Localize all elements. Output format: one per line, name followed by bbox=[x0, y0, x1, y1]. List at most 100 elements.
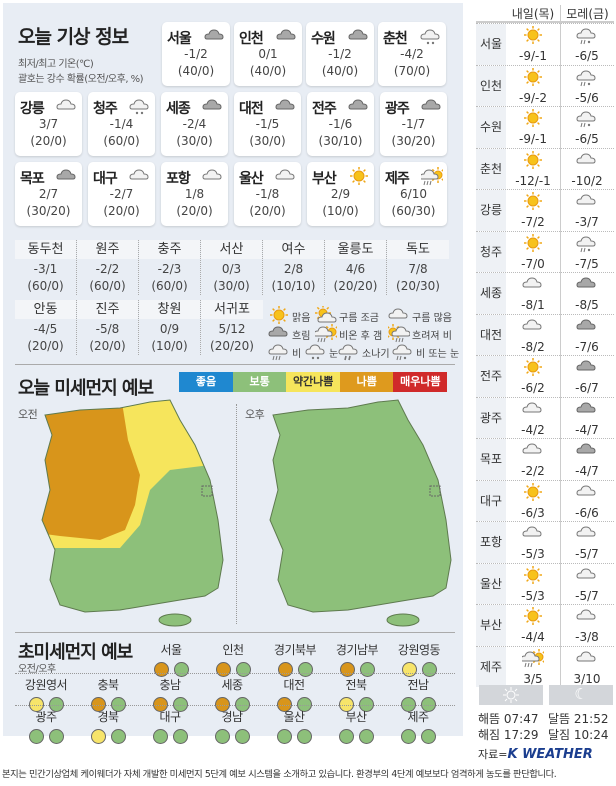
tomorrow-temp: -9/-2 bbox=[519, 90, 547, 105]
city-name: 세종 bbox=[476, 273, 506, 314]
tomorrow-temp: -9/-1 bbox=[519, 132, 547, 146]
pm-level-dot bbox=[172, 729, 188, 744]
rain-or-snow-icon bbox=[576, 111, 596, 128]
city-card: 서울 -1/2 (40/0) bbox=[162, 22, 230, 86]
legend-item: 비 bbox=[268, 342, 301, 362]
snow-icon bbox=[305, 344, 325, 360]
cloudy-icon bbox=[522, 443, 542, 454]
city-temp: 2/9 bbox=[330, 187, 351, 201]
sunny-icon bbox=[270, 306, 288, 324]
cloudy-icon bbox=[576, 609, 596, 620]
forecast-row: 대구 -6/3 -6/6 bbox=[476, 479, 614, 521]
city-temp: 0/9 bbox=[159, 322, 180, 336]
tomorrow-temp: -9/-1 bbox=[519, 49, 547, 63]
cloudy-icon bbox=[576, 567, 596, 578]
legend-label: 구름 많음 bbox=[412, 312, 452, 324]
dust-maps bbox=[41, 399, 452, 627]
am-dust-map bbox=[41, 399, 224, 627]
divider bbox=[15, 364, 455, 365]
am-level-dot bbox=[90, 729, 106, 744]
tomorrow-temp: -12/-1 bbox=[515, 173, 551, 188]
tomorrow-temp: -7/0 bbox=[521, 256, 545, 271]
city-pop: (30/0) bbox=[176, 134, 213, 148]
city-name: 전주 bbox=[476, 356, 506, 397]
cloudy-icon bbox=[576, 526, 596, 537]
kweather-logo: K WEATHER bbox=[507, 746, 593, 762]
pm-level-dot bbox=[172, 697, 188, 712]
dayafter-temp: -6/5 bbox=[575, 132, 599, 146]
city-card: 대전 -1/5 (30/0) bbox=[234, 92, 301, 156]
small-city: 진주 -5/8 (20/0) bbox=[77, 300, 139, 355]
dayafter-temp: -5/7 bbox=[575, 588, 599, 603]
cloudy-icon bbox=[522, 277, 542, 288]
cloudy-icon bbox=[129, 169, 149, 180]
city-temp: -2/7 bbox=[109, 187, 134, 201]
ultrafine-region: 광주 bbox=[15, 708, 77, 744]
forecast-row: 세종 -8/1 -8/5 bbox=[476, 272, 614, 314]
tomorrow-temp: -6/2 bbox=[521, 381, 545, 395]
city-temp: 7/8 bbox=[408, 262, 428, 276]
region-name: 대구 bbox=[159, 710, 181, 724]
city-card: 전주 -1/6 (30/10) bbox=[307, 92, 374, 156]
dokdo-box bbox=[201, 485, 213, 497]
city-temp: 0/1 bbox=[258, 47, 278, 61]
snow-icon bbox=[420, 29, 440, 45]
city-temp: -2/4 bbox=[182, 117, 207, 131]
dust-level-0: 좋음 bbox=[179, 372, 233, 392]
overcast-icon bbox=[276, 29, 296, 40]
forecast-row: 인천 -9/-2 -5/6 bbox=[476, 64, 614, 106]
rain-or-snow-icon bbox=[576, 28, 596, 45]
pm-level-dot bbox=[358, 729, 374, 744]
pop-note: 괄호는 강수 확률(오전/오후, %) bbox=[18, 74, 144, 85]
forecast-row: 강릉 -7/2 -3/7 bbox=[476, 189, 614, 231]
am-level-dot bbox=[153, 662, 169, 677]
city-name: 제주 bbox=[476, 646, 506, 687]
sunny-icon bbox=[524, 67, 542, 86]
sunny-icon bbox=[524, 26, 542, 44]
cloudy-icon bbox=[388, 308, 408, 319]
forecast-row: 목포 -2/2 -4/7 bbox=[476, 438, 614, 480]
city-temp: -3/1 bbox=[33, 262, 58, 276]
pm-level-dot bbox=[358, 697, 374, 712]
forecast-row: 서울 -9/-1 -6/5 bbox=[476, 23, 614, 65]
pm-level-dot bbox=[110, 697, 126, 712]
sunny-icon bbox=[524, 192, 542, 210]
forecast-row: 전주 -6/2 -6/7 bbox=[476, 355, 614, 397]
tomorrow-header: 내일(목) bbox=[511, 7, 555, 21]
city-temp: 1/8 bbox=[184, 187, 205, 201]
city-name: 광주 bbox=[385, 101, 410, 117]
am-level-dot bbox=[152, 729, 168, 744]
city-pop: (30/20) bbox=[26, 204, 71, 218]
dayafter-temp: -6/7 bbox=[575, 381, 599, 395]
legend-label: 맑음 bbox=[292, 312, 311, 324]
city-pop: (10/0) bbox=[151, 339, 188, 353]
city-temp: 0/3 bbox=[221, 262, 242, 276]
city-pop: (20/30) bbox=[396, 279, 440, 293]
ultrafine-region: 충남 bbox=[139, 676, 201, 712]
sunny-icon bbox=[524, 109, 542, 127]
region-name: 경남 bbox=[221, 710, 243, 724]
overcast-icon bbox=[202, 99, 222, 110]
am-level-dot bbox=[339, 662, 355, 677]
ultrafine-region: 경남 bbox=[201, 708, 263, 744]
ultrafine-region: 제주 bbox=[387, 708, 449, 744]
region-name: 강원영서 bbox=[24, 678, 68, 692]
city-name: 독도 bbox=[387, 240, 449, 259]
legend-label: 소나기 bbox=[362, 348, 390, 360]
city-card: 광주 -1/7 (30/20) bbox=[380, 92, 447, 156]
city-card: 부산 2/9 (10/0) bbox=[307, 162, 374, 226]
ultrafine-region: 세종 bbox=[201, 676, 263, 712]
legend-label: 비온 후 갬 bbox=[339, 330, 383, 342]
dust-level-2: 약간나쁨 bbox=[286, 372, 341, 392]
cloudy-icon bbox=[576, 484, 596, 495]
city-card: 제주 6/10 (60/30) bbox=[380, 162, 447, 226]
city-temp: -1/6 bbox=[328, 117, 353, 131]
forecast-row: 부산 -4/4 -3/8 bbox=[476, 604, 614, 646]
divider bbox=[15, 632, 455, 633]
sunny-icon bbox=[524, 607, 542, 625]
city-name: 춘천 bbox=[383, 31, 408, 47]
region-name: 충남 bbox=[159, 678, 181, 692]
ultrafine-title: 초미세먼지 예보 bbox=[18, 642, 133, 663]
city-temp: 2/8 bbox=[283, 262, 304, 276]
dayafter-temp: -5/6 bbox=[575, 90, 599, 105]
